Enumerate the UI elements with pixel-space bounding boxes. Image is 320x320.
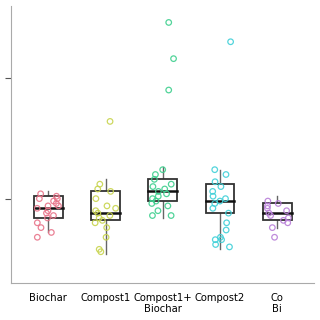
Point (166, 87, 171, 92)
Point (35, 220, 40, 225)
Point (270, 225, 275, 230)
Point (276, 201, 281, 206)
Point (104, 225, 109, 230)
Point (38, 191, 43, 196)
Point (213, 242, 218, 247)
Point (149, 201, 154, 206)
Point (169, 182, 174, 187)
Point (54, 194, 59, 199)
Point (104, 203, 109, 208)
Point (265, 203, 270, 208)
Point (49, 230, 54, 235)
Point (93, 196, 99, 201)
Point (165, 203, 170, 208)
Point (150, 196, 155, 201)
Point (211, 194, 216, 199)
Point (108, 189, 113, 194)
Point (219, 237, 224, 242)
Point (51, 198, 56, 204)
Point (286, 215, 291, 220)
Point (95, 211, 100, 216)
Point (284, 208, 289, 213)
Point (51, 213, 56, 218)
Point (97, 215, 102, 220)
Point (113, 206, 118, 211)
Point (162, 187, 167, 192)
Point (35, 206, 40, 211)
Point (210, 189, 215, 194)
Point (55, 196, 60, 201)
Point (227, 244, 232, 250)
Point (156, 208, 161, 213)
Point (100, 218, 105, 223)
Point (160, 167, 165, 172)
Point (97, 247, 102, 252)
Point (265, 206, 270, 211)
Bar (148, 179, 177, 201)
Point (154, 198, 159, 204)
Point (217, 198, 222, 204)
Point (223, 172, 228, 177)
Bar (34, 196, 63, 218)
Point (103, 235, 108, 240)
Point (268, 213, 273, 218)
Point (224, 228, 229, 233)
Point (226, 211, 231, 216)
Point (45, 215, 50, 220)
Point (107, 213, 112, 218)
Point (98, 249, 103, 254)
Point (56, 203, 61, 208)
Point (38, 225, 44, 230)
Point (266, 211, 271, 216)
Point (156, 189, 161, 194)
Point (153, 172, 158, 177)
Point (108, 119, 113, 124)
Point (281, 218, 286, 223)
Point (37, 196, 42, 201)
Point (285, 220, 290, 225)
Point (166, 20, 171, 25)
Point (224, 220, 229, 225)
Point (212, 167, 217, 172)
Point (228, 39, 233, 44)
Point (156, 194, 161, 199)
Point (223, 196, 228, 201)
Point (150, 213, 155, 218)
Point (210, 206, 215, 211)
Bar (91, 191, 120, 220)
Point (169, 213, 174, 218)
Bar (263, 204, 292, 220)
Point (150, 184, 156, 189)
Point (164, 191, 169, 196)
Point (152, 177, 157, 182)
Bar (206, 184, 234, 213)
Point (92, 220, 98, 225)
Point (93, 208, 98, 213)
Point (265, 198, 270, 204)
Point (272, 235, 277, 240)
Point (212, 201, 217, 206)
Point (218, 184, 223, 189)
Point (95, 187, 100, 192)
Point (45, 203, 51, 208)
Point (218, 235, 223, 240)
Point (213, 237, 218, 242)
Point (44, 211, 49, 216)
Point (212, 179, 218, 184)
Point (45, 208, 51, 213)
Point (171, 56, 176, 61)
Point (35, 235, 40, 240)
Point (97, 182, 102, 187)
Point (54, 201, 59, 206)
